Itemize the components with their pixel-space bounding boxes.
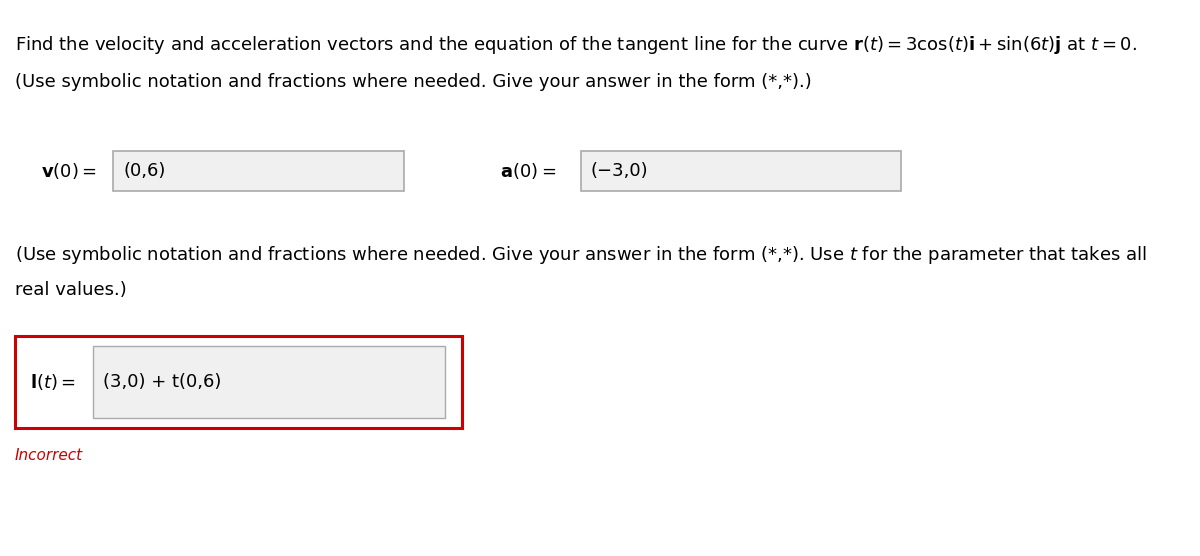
Text: Find the velocity and acceleration vectors and the equation of the tangent line : Find the velocity and acceleration vecto… (14, 34, 1136, 56)
FancyBboxPatch shape (14, 336, 462, 428)
Text: $\mathbf{v}(0) =$: $\mathbf{v}(0) =$ (41, 161, 97, 181)
FancyBboxPatch shape (113, 151, 404, 191)
Text: (3,0) + t(0,6): (3,0) + t(0,6) (102, 373, 221, 391)
Text: (Use symbolic notation and fractions where needed. Give your answer in the form : (Use symbolic notation and fractions whe… (14, 73, 811, 91)
FancyBboxPatch shape (581, 151, 901, 191)
Text: real values.): real values.) (14, 281, 126, 299)
Text: Incorrect: Incorrect (14, 448, 83, 463)
Text: $\mathbf{l}(t) =$: $\mathbf{l}(t) =$ (30, 372, 76, 392)
FancyBboxPatch shape (92, 346, 445, 418)
Text: (0,6): (0,6) (124, 162, 166, 180)
Text: (−3,0): (−3,0) (590, 162, 648, 180)
Text: (Use symbolic notation and fractions where needed. Give your answer in the form : (Use symbolic notation and fractions whe… (14, 244, 1146, 266)
Text: $\mathbf{a}(0) =$: $\mathbf{a}(0) =$ (500, 161, 557, 181)
